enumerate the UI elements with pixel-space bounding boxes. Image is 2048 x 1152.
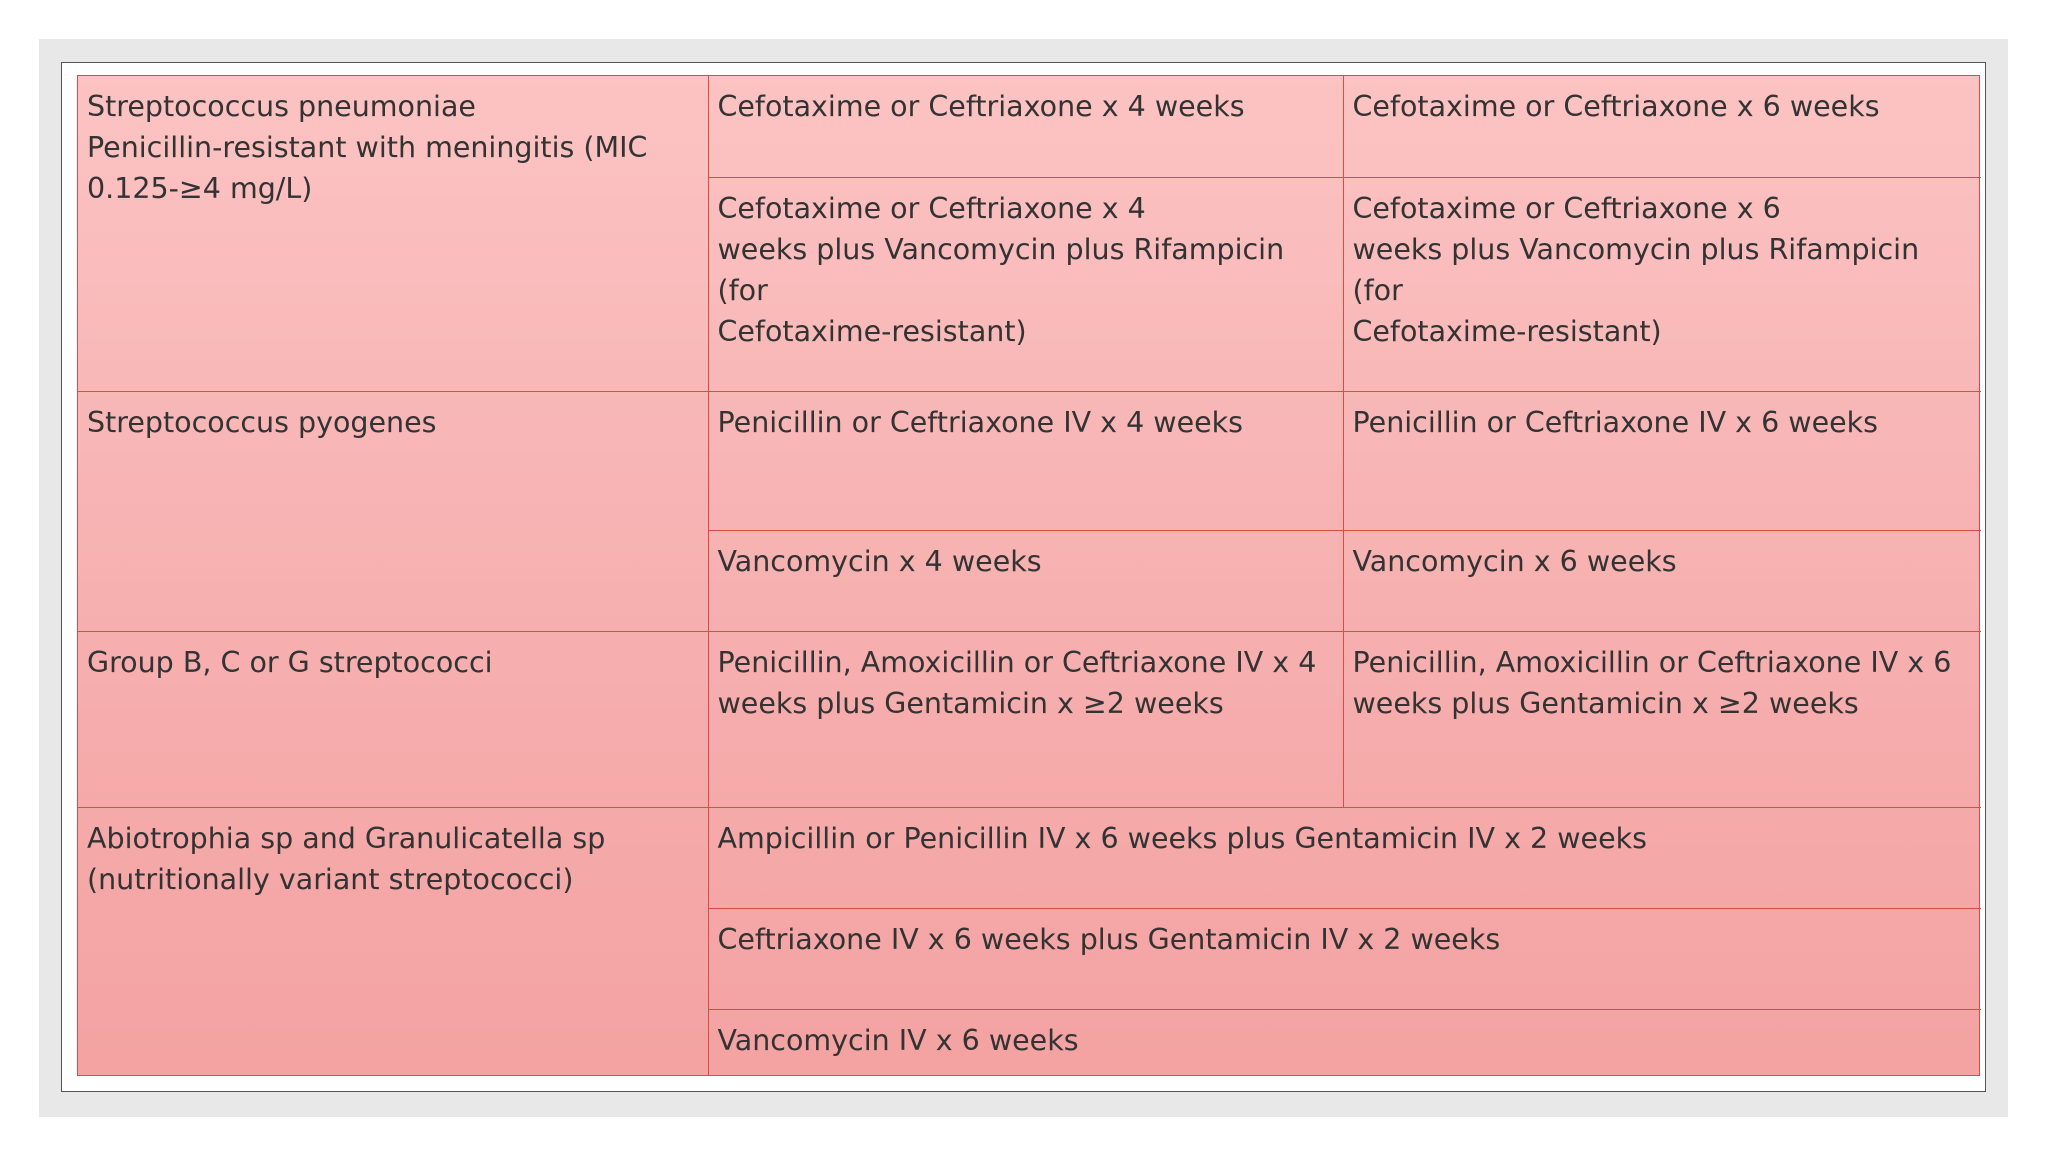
regimen-cell-short-course: Penicillin or Ceftriaxone IV x 4 weeks [707, 390, 1344, 531]
regimen-text: Vancomycin IV x 6 weeks [717, 1023, 1079, 1057]
regimen-cell-merged: Vancomycin IV x 6 weeks [708, 1008, 1981, 1075]
table-row: Ceftriaxone IV x 6 weeks plus Gentamicin… [78, 907, 1981, 1010]
organism-line: Group B, C or G streptococci [87, 645, 493, 679]
regimen-text: Vancomycin x 4 weeks [717, 544, 1042, 578]
regimen-cell-merged: Ampicillin or Penicillin IV x 6 weeks pl… [707, 806, 1981, 909]
organism-cell: Streptococcus pneumoniae Penicillin-resi… [78, 76, 709, 392]
table-row: Group B, C or G streptococci Penicillin,… [78, 630, 1981, 808]
organism-cell: Group B, C or G streptococci [78, 630, 709, 808]
table-row: Streptococcus pneumoniae Penicillin-resi… [78, 76, 1981, 392]
regimen-text: Penicillin or Ceftriaxone IV x 4 weeks [717, 405, 1244, 439]
regimen-table-container: Streptococcus pneumoniae Penicillin-resi… [77, 75, 1981, 1076]
regimen-text: Cefotaxime or Ceftriaxone x 4 weeks plus… [717, 191, 1285, 348]
organism-line: Penicillin-resistant with meningitis (MI… [87, 131, 648, 164]
organism-line: Streptococcus pneumoniae [87, 90, 476, 123]
table-row: Streptococcus pyogenes Penicillin or Cef… [78, 390, 1981, 632]
organism-line: 0.125-≥4 mg/L) [87, 172, 313, 205]
organism-cell: Streptococcus pyogenes [78, 390, 709, 632]
regimen-text: Vancomycin x 6 weeks [1352, 544, 1677, 578]
regimen-cell-long-course: Cefotaxime or Ceftriaxone x 6 weeks plus… [1342, 176, 1981, 392]
table-row: Vancomycin IV x 6 weeks [78, 1008, 1981, 1075]
table-row: Vancomycin x 4 weeks Vancomycin x 6 week… [78, 529, 1981, 632]
regimen-text: Penicillin or Ceftriaxone IV x 6 weeks [1352, 405, 1879, 439]
regimen-text: Ceftriaxone IV x 6 weeks plus Gentamicin… [717, 922, 1501, 956]
regimen-cell-short-course: Penicillin, Amoxicillin or Ceftriaxone I… [707, 630, 1344, 808]
regimen-cell-long-course: Penicillin or Ceftriaxone IV x 6 weeks [1342, 390, 1981, 531]
regimen-cell-long-course: Vancomycin x 6 weeks [1342, 529, 1981, 632]
organism-cell: Abiotrophia sp and Granulicatella sp (nu… [78, 806, 709, 1076]
regimen-cell-short-course: Cefotaxime or Ceftriaxone x 4 weeks plus… [708, 176, 1344, 392]
regimen-table: Streptococcus pneumoniae Penicillin-resi… [78, 76, 1981, 1076]
regimen-cell-short-course: Vancomycin x 4 weeks [708, 529, 1344, 632]
regimen-text: Penicillin, Amoxicillin or Ceftriaxone I… [717, 645, 1317, 720]
regimen-text: Penicillin, Amoxicillin or Ceftriaxone I… [1352, 645, 1952, 720]
regimen-cell-long-course: Penicillin, Amoxicillin or Ceftriaxone I… [1342, 630, 1981, 808]
organism-line: Abiotrophia sp and Granulicatella sp [87, 821, 606, 855]
organism-line: Streptococcus pyogenes [87, 405, 437, 439]
regimen-cell-merged: Ceftriaxone IV x 6 weeks plus Gentamicin… [708, 907, 1981, 1010]
regimen-cell-long-course: Cefotaxime or Ceftriaxone x 6 weeks [1342, 76, 1981, 178]
regimen-cell-short-course: Cefotaxime or Ceftriaxone x 4 weeks [707, 76, 1344, 178]
regimen-text: Ampicillin or Penicillin IV x 6 weeks pl… [717, 821, 1647, 855]
table-row: Abiotrophia sp and Granulicatella sp (nu… [78, 806, 1981, 1076]
regimen-text: Cefotaxime or Ceftriaxone x 6 weeks [1352, 90, 1880, 123]
regimen-text: Cefotaxime or Ceftriaxone x 4 weeks [717, 90, 1245, 123]
table-row: Cefotaxime or Ceftriaxone x 4 weeks plus… [78, 176, 1981, 392]
regimen-text: Cefotaxime or Ceftriaxone x 6 weeks plus… [1352, 191, 1920, 348]
organism-line: (nutritionally variant streptococci) [87, 862, 574, 896]
